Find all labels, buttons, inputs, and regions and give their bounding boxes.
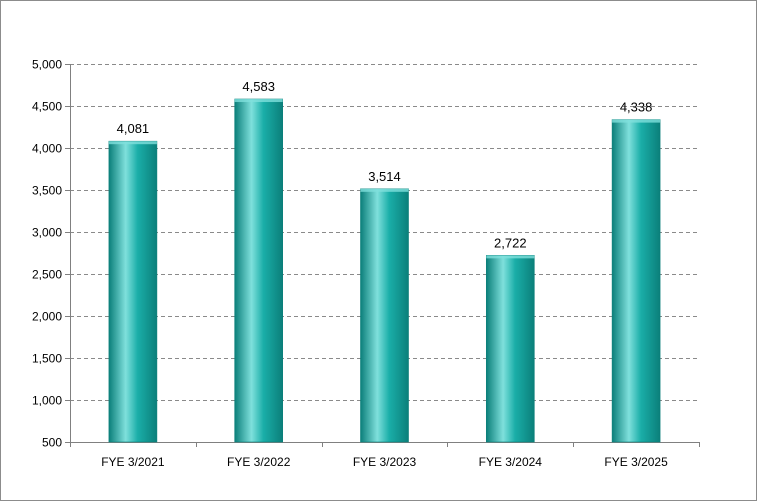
axes: 500 1,000 1,500 2,000 2,500 3,000 3,500 4,000 4,… (32, 58, 700, 469)
x-tick-label: FYE 3/2021 (101, 455, 165, 469)
bar-fye-3-2025 (611, 119, 661, 443)
x-tick-label: FYE 3/2025 (604, 455, 668, 469)
bar-top-cap (234, 99, 283, 103)
y-tick-label: 2,000 (32, 310, 62, 324)
data-label: 4,583 (242, 79, 275, 94)
bar-top-cap (108, 141, 157, 145)
y-tick-label: 3,500 (32, 184, 62, 198)
y-tick-label: 1,500 (32, 352, 62, 366)
data-labels: 4,081 4,583 3,514 2,722 4,338 (117, 79, 653, 250)
x-tick-label: FYE 3/2024 (479, 455, 543, 469)
x-tick-label: FYE 3/2022 (227, 455, 291, 469)
bar-fye-3-2024 (485, 255, 535, 443)
data-label: 4,338 (620, 100, 653, 115)
data-label: 3,514 (368, 169, 401, 184)
y-tick-label: 5,000 (32, 58, 62, 72)
x-tick-label: FYE 3/2023 (353, 455, 417, 469)
bar-fye-3-2021 (108, 140, 158, 443)
y-tick-label: 500 (42, 436, 62, 450)
bar-top-cap (360, 188, 409, 192)
data-label: 2,722 (494, 235, 527, 250)
bar-top-cap (486, 255, 535, 259)
y-tick-label: 4,500 (32, 100, 62, 114)
y-tick-label: 4,000 (32, 142, 62, 156)
bar-fye-3-2022 (234, 98, 283, 443)
y-tick-label: 1,000 (32, 394, 62, 408)
data-label: 4,081 (117, 121, 150, 136)
bar-top-cap (612, 119, 661, 123)
bars (108, 98, 661, 443)
bar-fye-3-2023 (360, 188, 409, 443)
y-tick-label: 2,500 (32, 268, 62, 282)
y-tick-label: 3,000 (32, 226, 62, 240)
